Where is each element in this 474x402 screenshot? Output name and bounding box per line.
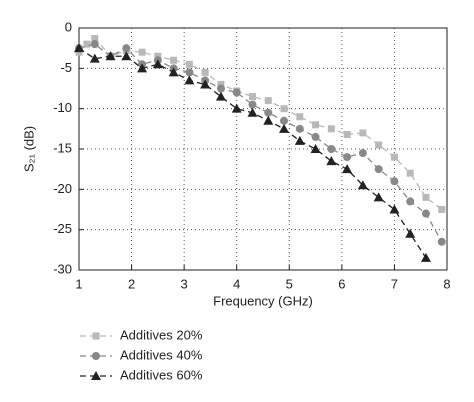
x-axis-label: Frequency (GHz) (213, 293, 313, 308)
marker (311, 132, 320, 141)
legend-marker (92, 332, 100, 340)
marker (295, 124, 304, 133)
y-tick-label: -15 (53, 140, 72, 155)
x-tick-label: 6 (338, 276, 345, 291)
marker (358, 149, 367, 158)
x-tick-label: 8 (443, 276, 450, 291)
marker (200, 79, 211, 89)
y-tick-label: -10 (53, 100, 72, 115)
marker (137, 63, 148, 73)
marker (216, 84, 225, 93)
marker (89, 53, 100, 63)
x-tick-label: 2 (128, 276, 135, 291)
y-tick-label: -25 (53, 221, 72, 236)
marker (75, 48, 83, 56)
x-tick-label: 3 (181, 276, 188, 291)
marker (296, 113, 304, 121)
marker (280, 116, 289, 125)
marker (154, 52, 162, 60)
x-tick-label: 5 (286, 276, 293, 291)
marker (184, 75, 195, 85)
x-tick-label: 1 (75, 276, 82, 291)
marker (279, 123, 290, 133)
legend-marker (91, 371, 101, 380)
marker (327, 145, 336, 153)
y-tick-label: -5 (60, 60, 72, 75)
marker (422, 193, 430, 201)
legend-label: Additives 40% (120, 347, 203, 362)
marker (406, 197, 415, 206)
marker (373, 192, 384, 202)
marker (406, 169, 414, 177)
legend-marker (92, 352, 100, 360)
x-tick-label: 4 (233, 276, 240, 291)
marker (359, 129, 367, 137)
marker (389, 204, 400, 214)
marker (421, 209, 430, 218)
marker (74, 43, 84, 53)
marker (248, 93, 256, 101)
marker (280, 105, 288, 113)
marker (327, 125, 335, 133)
series-line (78, 37, 443, 211)
marker (215, 91, 226, 101)
marker (185, 60, 193, 68)
marker (390, 177, 399, 186)
marker (326, 156, 337, 166)
legend-label: Additives 60% (120, 367, 203, 382)
marker (263, 115, 274, 125)
plot-frame (78, 27, 448, 271)
marker (121, 51, 132, 61)
marker (312, 121, 320, 129)
y-axis-label: S₂₁ (dB) (21, 126, 36, 172)
marker (357, 180, 368, 190)
marker (170, 56, 178, 64)
marker (247, 107, 258, 117)
marker (374, 165, 383, 174)
legend-label: Additives 20% (120, 327, 203, 342)
marker (231, 103, 242, 113)
marker (168, 67, 179, 77)
marker (405, 228, 416, 238)
marker (248, 100, 257, 109)
marker (201, 68, 209, 76)
marker (437, 237, 446, 246)
marker (91, 34, 99, 42)
marker (152, 59, 163, 69)
marker (90, 40, 99, 49)
marker (342, 164, 353, 174)
marker (420, 252, 431, 262)
marker (343, 130, 351, 138)
marker (232, 88, 241, 97)
marker (343, 153, 352, 162)
marker (294, 135, 305, 145)
y-tick-label: 0 (65, 19, 72, 34)
marker (105, 51, 116, 61)
marker (138, 48, 146, 56)
marker (375, 141, 383, 149)
marker (185, 68, 194, 77)
marker (390, 153, 398, 161)
marker (264, 108, 273, 117)
marker (122, 44, 131, 53)
x-tick-label: 7 (391, 276, 398, 291)
marker (83, 40, 91, 48)
y-tick-label: -20 (53, 181, 72, 196)
marker (264, 97, 272, 105)
marker (438, 206, 446, 213)
y-tick-label: -30 (53, 261, 72, 276)
series-line (78, 43, 443, 243)
series-line (78, 47, 427, 259)
marker (310, 144, 321, 153)
marker (217, 80, 225, 88)
